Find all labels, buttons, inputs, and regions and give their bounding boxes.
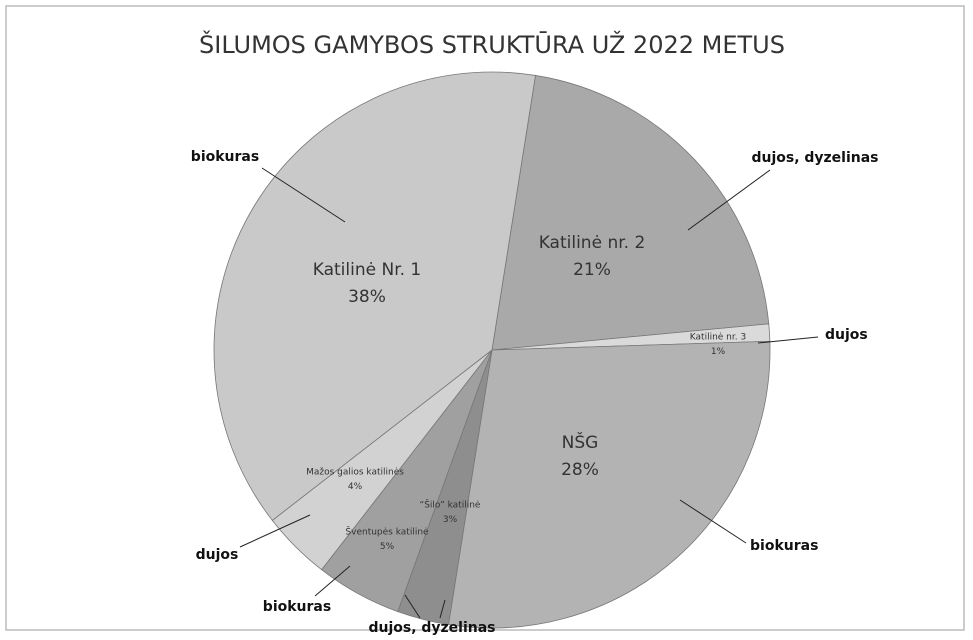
- slice-value-label: 5%: [380, 542, 395, 552]
- annotation: dujos, dyzelinas: [751, 150, 878, 166]
- slice-label: Katilinė nr. 2: [539, 233, 646, 253]
- slice-value-label: 38%: [348, 287, 386, 307]
- annotation: dujos: [825, 327, 868, 343]
- annotation: biokuras: [750, 538, 818, 554]
- slice-label: NŠG: [562, 431, 599, 453]
- chart-title: ŠILUMOS GAMYBOS STRUKTŪRA UŽ 2022 METUS: [199, 29, 785, 59]
- annotation: dujos: [196, 547, 239, 563]
- pie-slice: [213, 71, 536, 521]
- slice-value-label: 21%: [573, 260, 611, 280]
- callout-line: [261, 167, 346, 223]
- slice-value-label: 28%: [561, 460, 599, 480]
- slice-label: Šventupės katilinė: [345, 526, 429, 538]
- callout-line: [687, 169, 771, 231]
- pie-slice: [448, 340, 771, 629]
- callout-line: [239, 514, 311, 548]
- slice-value-label: 1%: [711, 347, 726, 357]
- slice-label: Mažos galios katilinės: [306, 468, 404, 478]
- annotation: biokuras: [263, 599, 331, 615]
- annotation: dujos, dyzelinas: [368, 620, 495, 636]
- slice-label: Katilinė nr. 3: [690, 333, 746, 343]
- callout-line: [757, 336, 819, 344]
- callout-line: [439, 599, 446, 619]
- annotation: biokuras: [191, 149, 259, 165]
- callout-line: [679, 499, 747, 544]
- callout-line: [404, 594, 421, 619]
- callout-line: [314, 565, 351, 597]
- pie-slice: [491, 74, 770, 351]
- slice-label: “Šilo” katilinė: [420, 499, 481, 511]
- slice-value-label: 4%: [348, 482, 363, 492]
- slice-label: Katilinė Nr. 1: [313, 260, 422, 280]
- slice-value-label: 3%: [443, 515, 458, 525]
